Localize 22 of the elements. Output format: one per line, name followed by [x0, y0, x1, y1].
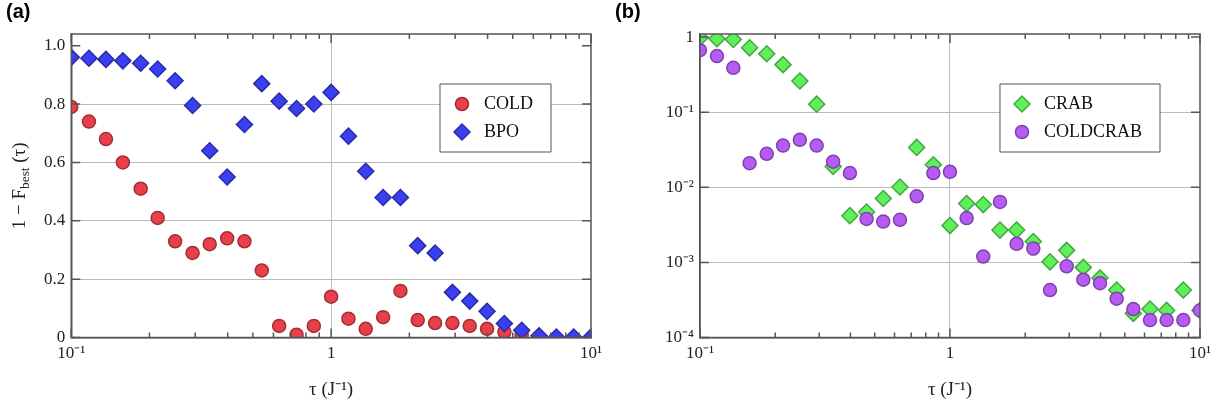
legend-label: BPO: [484, 120, 520, 141]
y-tick-label: 10⁻²: [665, 176, 694, 196]
x-axis-title: τ (J⁻¹): [309, 377, 354, 400]
x-axis-title: τ (J⁻¹): [927, 377, 973, 400]
y-tick-label: 0.2: [44, 268, 66, 288]
y-tick-label: 0.4: [44, 210, 66, 230]
y-axis-title: 1 − Fbest (τ): [7, 142, 33, 230]
chart-title: (a): [6, 0, 31, 22]
chart-title: (b): [615, 0, 641, 22]
y-tick-label: 0.8: [44, 93, 66, 113]
legend-label: COLD: [484, 92, 533, 113]
legend-label: CRAB: [1043, 92, 1094, 113]
y-tick-label: 10⁻¹: [665, 101, 694, 121]
y-tick-label: 10⁻³: [665, 251, 694, 271]
y-tick-label: 0.6: [44, 151, 66, 171]
legend-label: COLDCRAB: [1043, 120, 1142, 141]
y-tick-label: 1.0: [44, 35, 66, 55]
x-tick-label: 10¹: [579, 343, 603, 363]
x-tick-label: 1: [326, 343, 336, 363]
y-tick-label: 1: [685, 26, 694, 46]
x-tick-label: 1: [945, 343, 955, 363]
x-tick-label: 10¹: [1188, 343, 1212, 363]
